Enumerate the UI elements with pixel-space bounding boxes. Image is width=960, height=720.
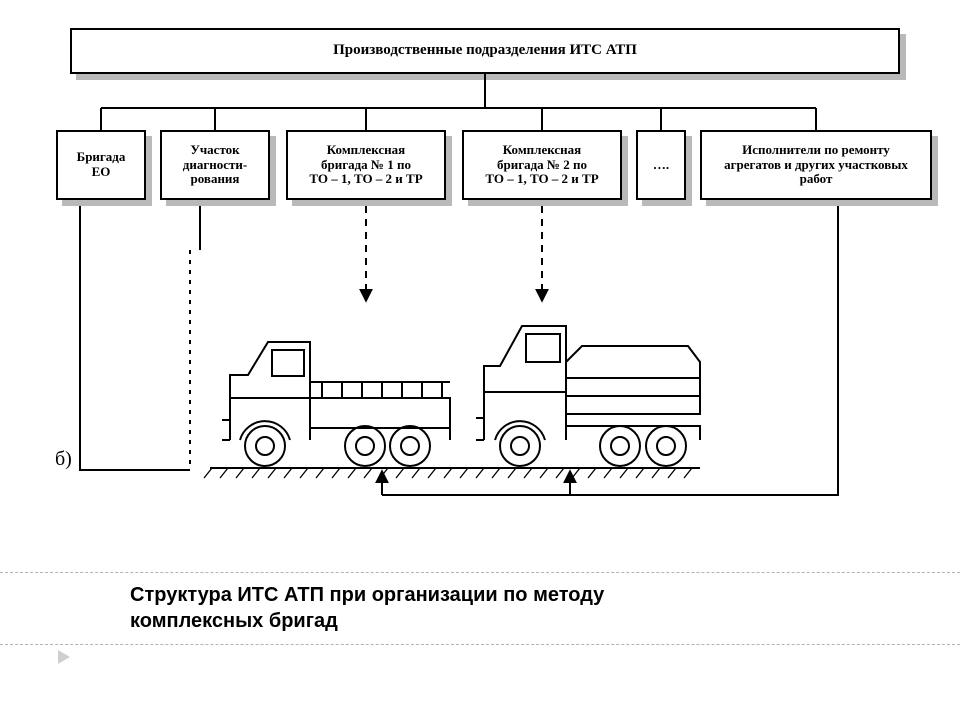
caption-line-2: комплексных бригад bbox=[130, 608, 604, 634]
subfigure-label-b: б) bbox=[55, 448, 72, 471]
node-text: Исполнители по ремонту агрегатов и други… bbox=[724, 143, 908, 188]
caption: Структура ИТС АТП при организации по мет… bbox=[130, 582, 604, 634]
node-complex-1: Комплексная бригада № 1 по ТО – 1, ТО – … bbox=[286, 130, 446, 200]
node-repair-executors: Исполнители по ремонту агрегатов и други… bbox=[700, 130, 932, 200]
node-text: …. bbox=[653, 158, 669, 173]
node-diagnostics: Участок диагности- рования bbox=[160, 130, 270, 200]
node-text: Бригада ЕО bbox=[77, 150, 126, 180]
title-node: Производственные подразделения ИТС АТП bbox=[70, 28, 900, 74]
caption-line-1: Структура ИТС АТП при организации по мет… bbox=[130, 582, 604, 608]
slide-bullet-icon bbox=[58, 650, 70, 664]
slide-divider bbox=[0, 572, 960, 573]
node-text: Комплексная бригада № 2 по ТО – 1, ТО – … bbox=[485, 143, 598, 188]
node-brigade-eo: Бригада ЕО bbox=[56, 130, 146, 200]
title-text: Производственные подразделения ИТС АТП bbox=[333, 42, 637, 59]
slide-divider bbox=[0, 644, 960, 645]
node-complex-2: Комплексная бригада № 2 по ТО – 1, ТО – … bbox=[462, 130, 622, 200]
diagram-stage: Производственные подразделения ИТС АТП Б… bbox=[0, 0, 960, 720]
node-text: Комплексная бригада № 1 по ТО – 1, ТО – … bbox=[309, 143, 422, 188]
node-ellipsis: …. bbox=[636, 130, 686, 200]
truck-dump-icon bbox=[470, 306, 710, 468]
truck-flatbed-icon bbox=[210, 320, 460, 468]
node-text: Участок диагности- рования bbox=[183, 143, 247, 188]
